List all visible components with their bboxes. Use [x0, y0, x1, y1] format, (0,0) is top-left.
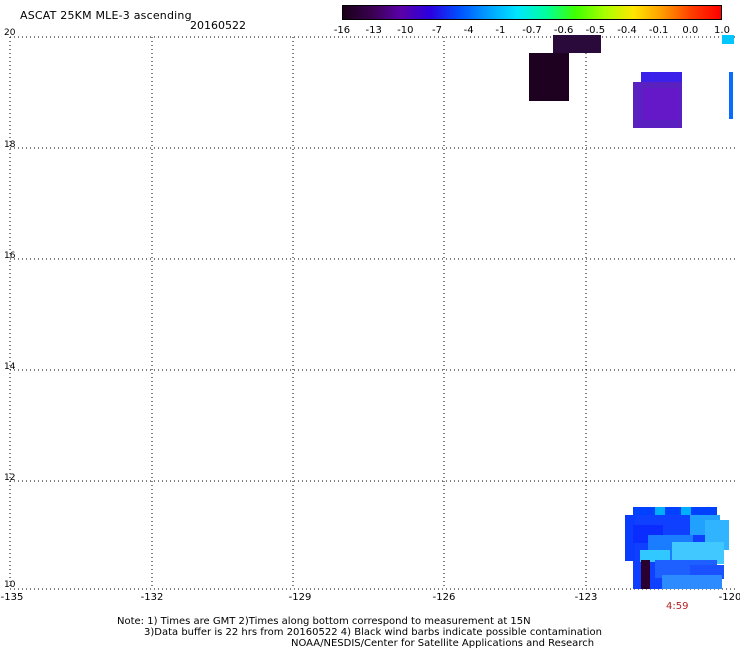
colorbar-tick-label: -13 — [365, 25, 382, 36]
data-cell — [641, 72, 682, 84]
longitude-label: -129 — [288, 592, 312, 603]
latitude-label: 14 — [4, 362, 16, 372]
colorbar-tick-label: -0.1 — [648, 25, 669, 36]
data-cell — [681, 507, 691, 515]
colorbar-tick-label: -0.6 — [553, 25, 574, 36]
data-swath — [529, 35, 734, 589]
colorbar-tick-label: 0.0 — [682, 25, 699, 36]
colorbar — [342, 5, 722, 20]
data-cell — [625, 515, 635, 561]
colorbar-tick-label: -16 — [333, 25, 351, 36]
colorbar-tick-label: -0.7 — [522, 25, 542, 36]
colorbar-tick-label: -10 — [397, 25, 414, 36]
colorbar-tick-label: -7 — [432, 25, 442, 36]
latitude-label: 20 — [4, 28, 16, 38]
longitude-label: -135 — [0, 592, 24, 603]
colorbar-tick-label: -1 — [495, 25, 506, 36]
data-cell — [643, 88, 679, 120]
product-title: ASCAT 25KM MLE-3 ascending — [20, 9, 192, 22]
data-cell — [655, 507, 665, 515]
longitude-label: -120 — [718, 592, 740, 603]
longitude-label: -126 — [432, 592, 456, 603]
latitude-label: 18 — [4, 140, 16, 150]
colorbar-tick-label: 1.0 — [714, 25, 730, 36]
data-cell — [553, 35, 601, 53]
note-line-1: Note: 1) Times are GMT 2)Times along bot… — [117, 616, 531, 627]
data-cell — [672, 542, 724, 564]
note-line-2: 3)Data buffer is 22 hrs from 20160522 4)… — [144, 627, 602, 638]
note-line-3: NOAA/NESDIS/Center for Satellite Applica… — [291, 638, 595, 649]
time-label: 4:59 — [666, 601, 689, 612]
longitude-label: -123 — [574, 592, 598, 603]
data-cell — [662, 575, 722, 589]
colorbar-tick-label: -0.5 — [585, 25, 606, 36]
gridlines — [9, 36, 738, 590]
latitude-label: 16 — [4, 251, 16, 261]
longitude-label: -132 — [140, 592, 164, 603]
colorbar-tick-label: -4 — [463, 25, 474, 36]
data-cell — [633, 507, 717, 515]
latitude-label: 12 — [4, 473, 16, 483]
latitude-label: 10 — [4, 580, 16, 590]
product-date: 20160522 — [190, 19, 246, 32]
colorbar-tick-label: -0.4 — [617, 25, 637, 36]
data-cell — [729, 72, 733, 119]
data-cell — [529, 53, 569, 101]
data-cell — [641, 560, 650, 589]
data-cell — [640, 550, 670, 562]
data-cell — [722, 35, 734, 44]
